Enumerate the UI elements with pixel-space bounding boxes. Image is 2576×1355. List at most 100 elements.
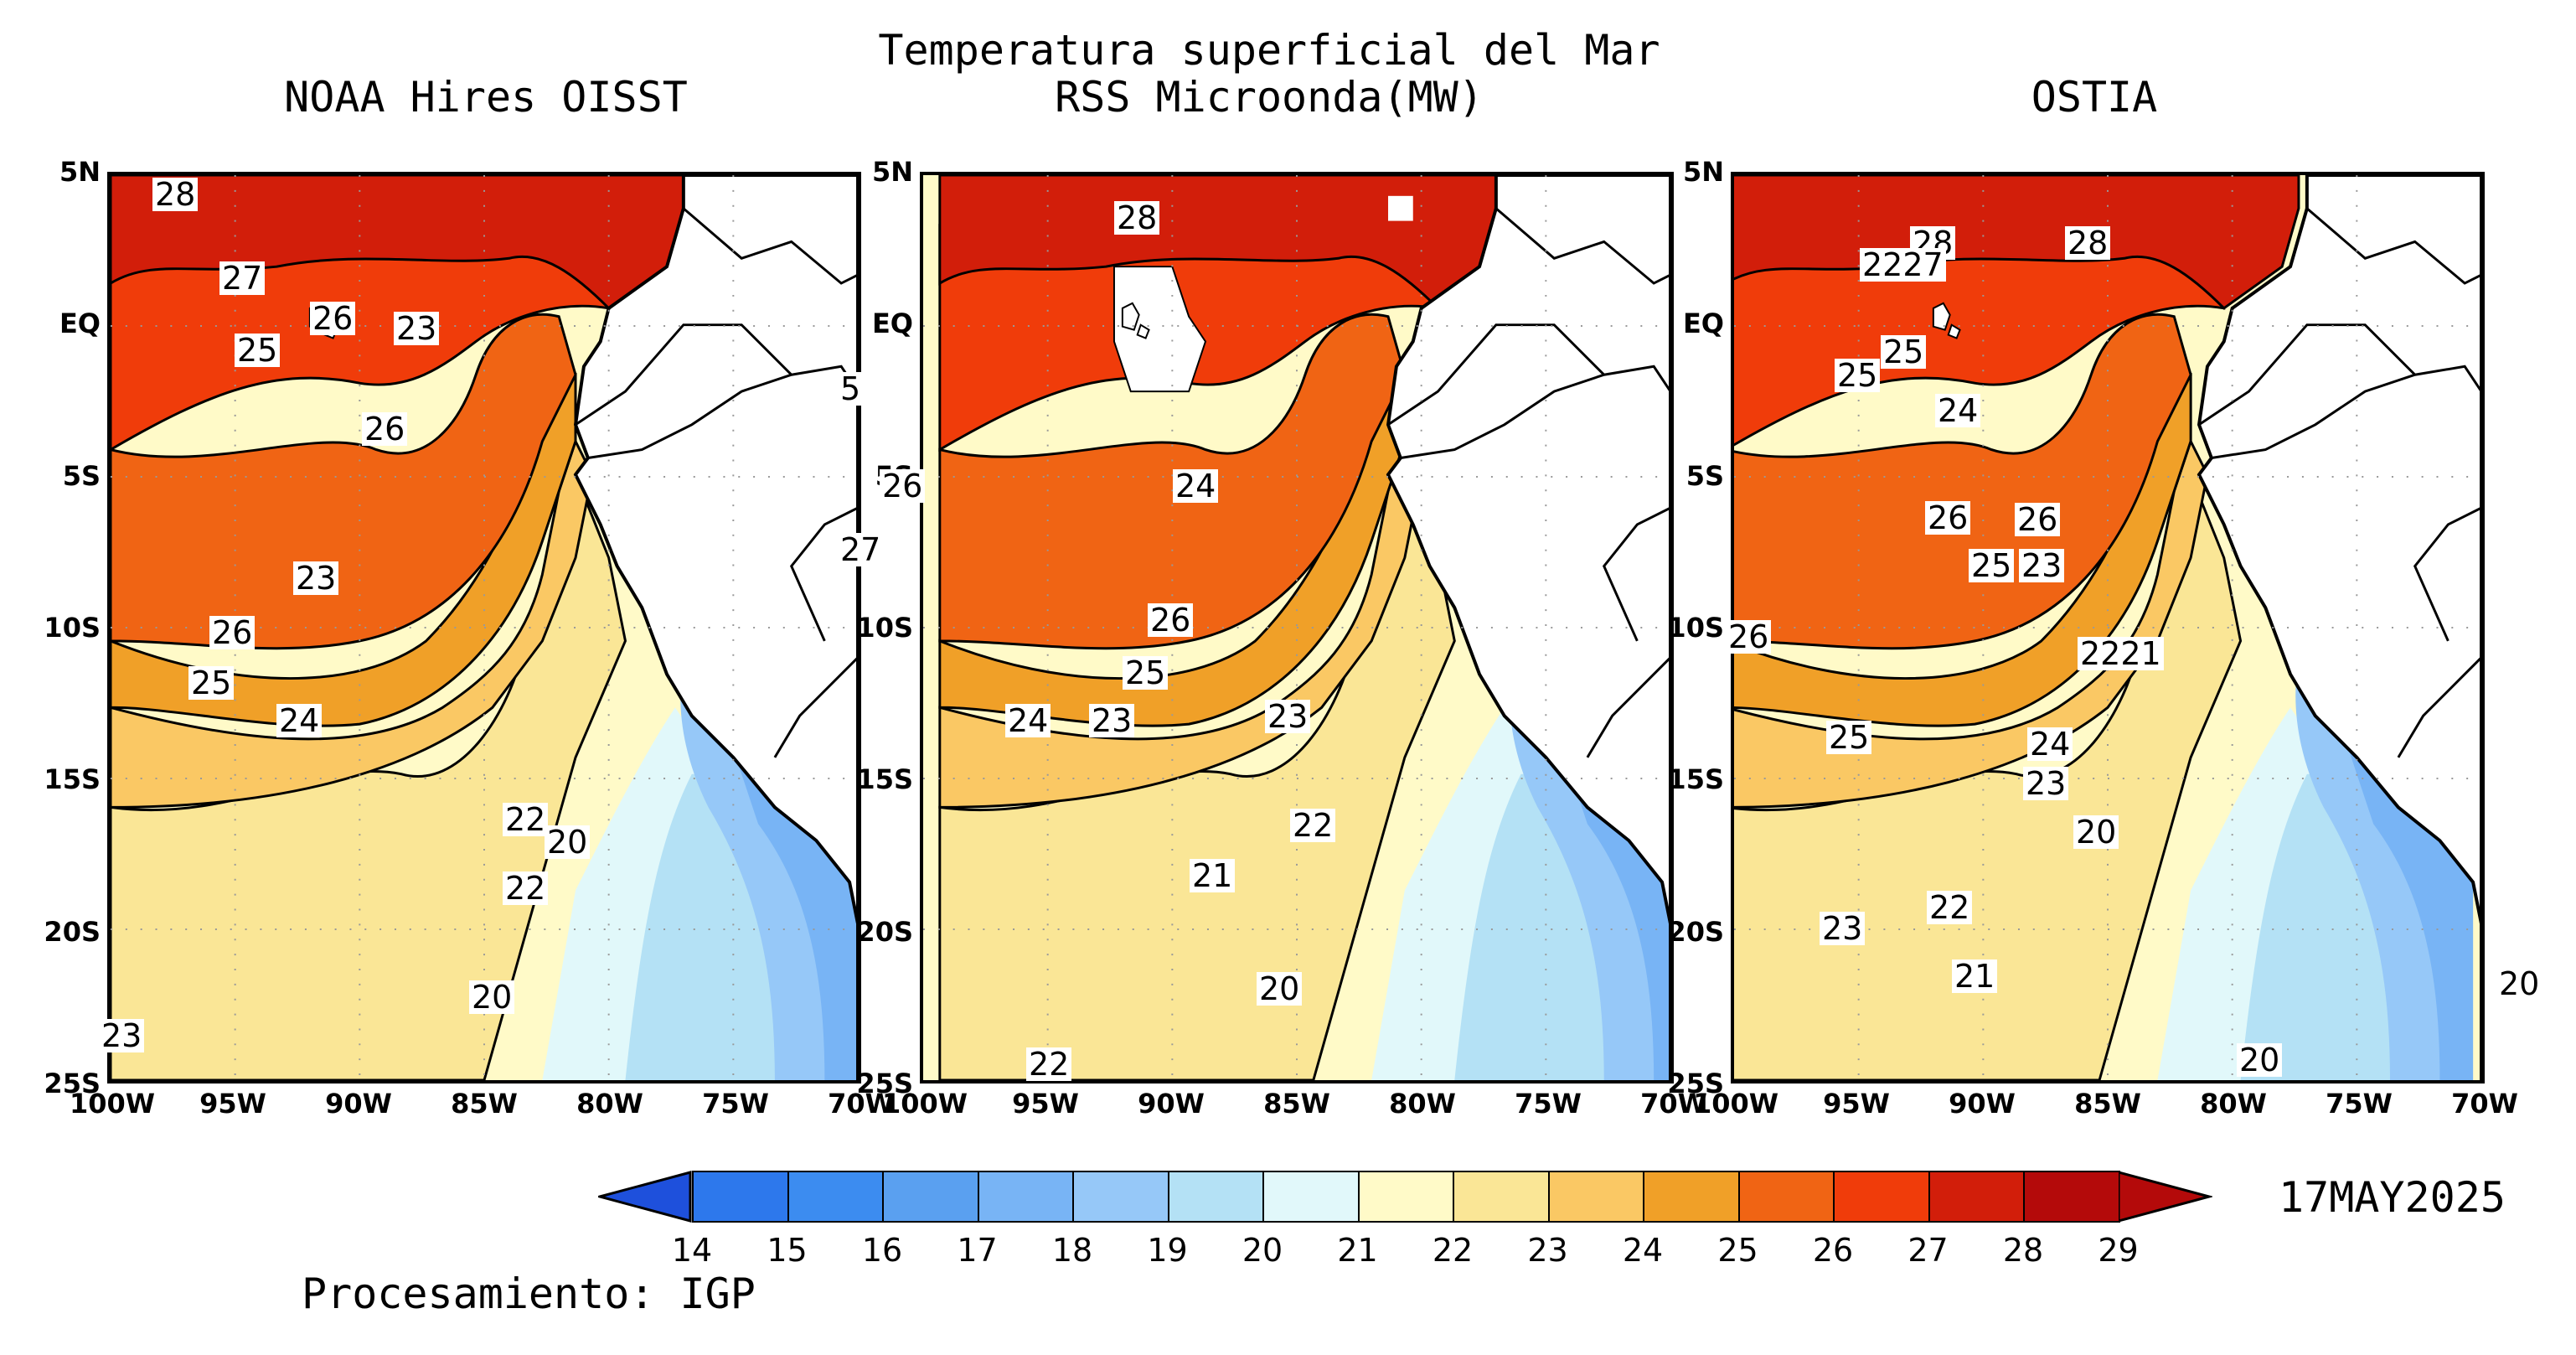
country-borders [575, 207, 858, 758]
country-borders [1387, 207, 1670, 758]
colorbar-segment [1547, 1171, 1644, 1223]
contour-label: 23 [1265, 700, 1311, 733]
contour-label: 22 [503, 871, 549, 905]
colorbar-segment [1928, 1171, 2025, 1223]
isotherm-band [2295, 640, 2474, 1080]
y-tick-label: 10S [1667, 612, 1724, 644]
colorbar-tick-label: 15 [767, 1232, 808, 1269]
x-tick-label: 85W [451, 1088, 518, 1120]
contour-label: 2221 [2078, 637, 2164, 670]
x-tick-label: 80W [2200, 1088, 2267, 1120]
contour-line [111, 437, 594, 809]
contour-label: 27 [838, 533, 884, 566]
isotherm-band [111, 375, 576, 727]
x-tick-label: 95W [199, 1088, 266, 1120]
colorbar-arrow-low [598, 1171, 692, 1223]
map-panel-oisst [107, 172, 861, 1083]
contour-line [1734, 313, 2192, 650]
y-tick-label: EQ [59, 308, 101, 340]
colorbar-tick-label: 22 [1432, 1232, 1474, 1269]
contour-label: 20 [2073, 815, 2119, 849]
contour-label: 5 [838, 372, 864, 406]
colorbar-tick-label: 18 [1051, 1232, 1093, 1269]
isotherm-band [1734, 314, 2191, 649]
colorbar-tick-label: 24 [1622, 1232, 1664, 1269]
contour-label: 23 [2019, 549, 2065, 582]
contour-label: 21 [1190, 859, 1236, 892]
x-tick-label: 95W [1012, 1088, 1079, 1120]
colorbar-segment [1833, 1171, 1930, 1223]
contour-line [1734, 437, 2209, 809]
y-tick-label: 15S [44, 763, 101, 796]
contour-line [938, 437, 1423, 809]
y-tick-label: 10S [44, 612, 101, 644]
colorbar-tick-label: 17 [957, 1232, 998, 1269]
isotherm-band [1734, 375, 2191, 727]
colorbar-tick-label: 14 [671, 1232, 713, 1269]
colorbar-segment [787, 1171, 884, 1223]
contour-label: 23 [394, 312, 440, 345]
contour-label: 23 [1089, 704, 1135, 737]
isotherm-band [2340, 724, 2474, 1080]
land-mass [573, 175, 858, 1080]
contour-label: 20 [2237, 1043, 2283, 1077]
contour-label: 23 [1820, 912, 1866, 945]
colorbar-arrow-high [2118, 1171, 2212, 1223]
contour-label: 28 [152, 178, 199, 211]
contour-label: 20 [1257, 972, 1303, 1006]
contour-label: 26 [209, 616, 256, 649]
contour-label: 26 [2015, 503, 2061, 536]
colorbar-segment [1453, 1171, 1550, 1223]
contour-label: 22 [1927, 891, 1973, 924]
contour-label: 25 [235, 334, 281, 367]
credit-label: Procesamiento: IGP [302, 1270, 756, 1318]
isotherm-band [111, 474, 626, 1080]
x-tick-label: 90W [325, 1088, 392, 1120]
isotherm-band [725, 724, 858, 1080]
x-tick-label: 95W [1823, 1088, 1890, 1120]
contour-line [938, 313, 1407, 650]
y-tick-label: 15S [856, 763, 913, 796]
contour-label: 25 [188, 666, 235, 700]
contour-label: 23 [293, 561, 339, 595]
isotherm-band [939, 375, 1405, 727]
x-tick-label: 100W [882, 1088, 968, 1120]
isotherm-band [111, 175, 684, 308]
isotherm-band [111, 314, 576, 649]
contour-line [111, 313, 577, 650]
colorbar-segment [1643, 1171, 1740, 1223]
contour-label: 25 [1826, 721, 1872, 754]
colorbar-tick-label: 27 [1907, 1232, 1949, 1269]
x-tick-label: 75W [702, 1088, 769, 1120]
contour-label: 25 [1881, 335, 1927, 369]
y-tick-label: 5S [62, 459, 101, 492]
colorbar-tick-label: 25 [1717, 1232, 1758, 1269]
sst-map [923, 175, 1670, 1080]
y-tick-label: 15S [1667, 763, 1724, 796]
x-tick-label: 100W [70, 1088, 156, 1120]
colorbar-tick-label: 29 [2098, 1232, 2139, 1269]
y-tick-label: 20S [1667, 915, 1724, 948]
contour-label: 24 [1935, 394, 1981, 427]
colorbar-segment [882, 1171, 979, 1223]
x-tick-label: 80W [576, 1088, 643, 1120]
colorbar-tick-label: 26 [1812, 1232, 1854, 1269]
map-panel-rss [920, 172, 1674, 1083]
contour-label: 26 [1726, 620, 1772, 654]
missing-data-patch [1388, 195, 1413, 221]
x-tick-label: 75W [1515, 1088, 1582, 1120]
colorbar-segment [977, 1171, 1074, 1223]
y-tick-label: EQ [871, 308, 913, 340]
contour-label: 24 [276, 704, 323, 737]
y-tick-label: 5N [871, 156, 913, 188]
y-tick-label: EQ [1682, 308, 1724, 340]
isotherm-band [939, 474, 1455, 1080]
x-tick-label: 85W [2074, 1088, 2141, 1120]
contour-label: 23 [99, 1019, 145, 1052]
colorbar-segment [2023, 1171, 2120, 1223]
isotherm-band [1734, 225, 2224, 445]
missing-data-patch [1112, 266, 1207, 393]
land-mass [1386, 175, 1670, 1080]
contour-line [938, 175, 1515, 310]
y-tick-label: 5N [1682, 156, 1724, 188]
